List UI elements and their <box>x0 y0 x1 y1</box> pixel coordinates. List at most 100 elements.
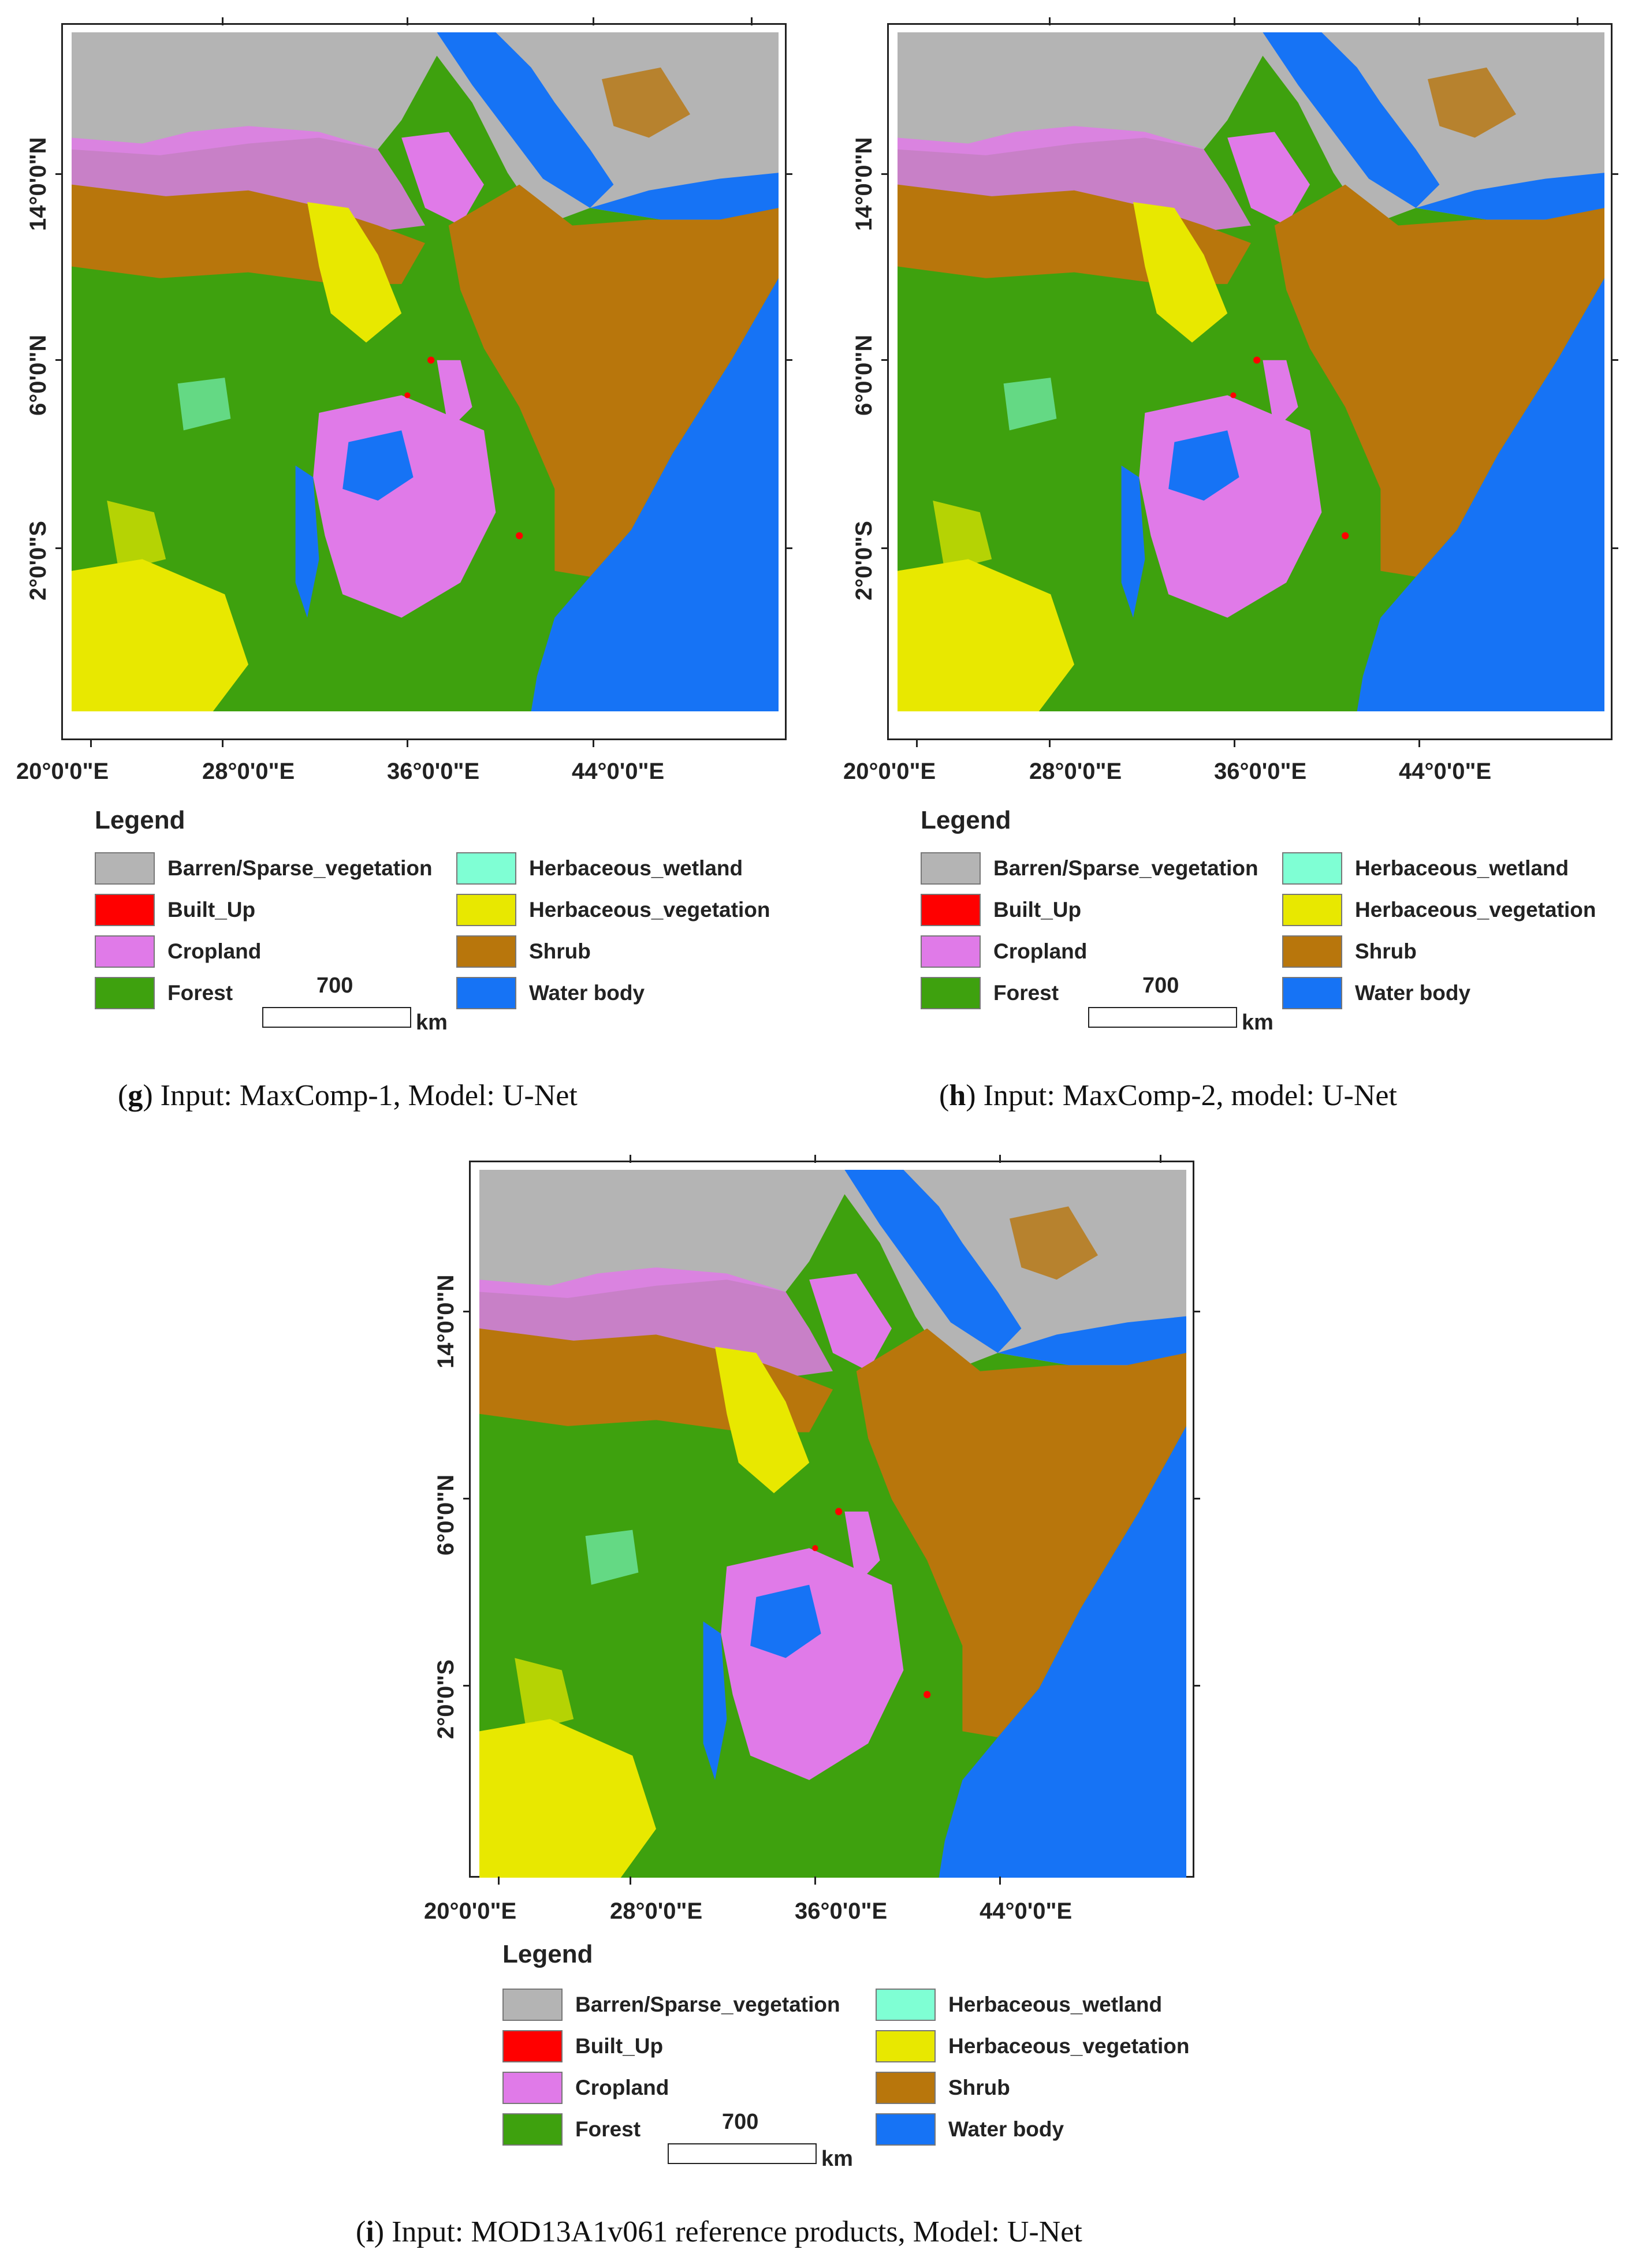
tick <box>1049 17 1051 25</box>
caption-letter: i <box>366 2215 374 2248</box>
legend-swatch <box>456 894 516 926</box>
legend-item: Forest <box>921 977 1059 1009</box>
legend-swatch <box>876 2072 936 2104</box>
scale-bar <box>262 1007 411 1028</box>
legend-title: Legend <box>921 806 1011 834</box>
tick <box>407 739 408 747</box>
legend-label: Herbaceous_vegetation <box>1355 898 1596 922</box>
legend-label: Barren/Sparse_vegetation <box>167 856 433 880</box>
lat-label: 14°0'0"N <box>851 137 877 231</box>
legend-label: Forest <box>993 981 1059 1005</box>
legend-label: Forest <box>167 981 233 1005</box>
tick <box>630 1877 631 1885</box>
legend-title: Legend <box>502 1940 593 1968</box>
tick <box>630 1155 631 1163</box>
tick <box>593 17 594 25</box>
tick <box>463 1498 470 1499</box>
legend-item: Herbaceous_wetland <box>456 852 743 885</box>
legend-swatch <box>502 2072 563 2104</box>
tick <box>55 547 62 549</box>
lat-label: 2°0'0"S <box>25 521 51 600</box>
legend-label: Shrub <box>948 2076 1010 2099</box>
tick <box>1577 17 1578 25</box>
legend-item: Built_Up <box>95 894 255 926</box>
tick <box>881 547 888 549</box>
scale-unit: km <box>1242 1010 1273 1035</box>
lon-label: 20°0'0"E <box>424 1898 517 1924</box>
lon-label: 20°0'0"E <box>843 759 936 784</box>
legend-item: Barren/Sparse_vegetation <box>502 1989 840 2021</box>
legend-swatch <box>921 852 981 885</box>
lon-label: 36°0'0"E <box>387 759 480 784</box>
legend-label: Shrub <box>529 939 591 963</box>
legend-label: Water body <box>948 2117 1064 2141</box>
lat-label: 6°0'0"N <box>851 334 877 416</box>
tick <box>1193 1311 1200 1312</box>
legend-label: Cropland <box>167 939 262 963</box>
caption-text: Input: MOD13A1v061 reference products, M… <box>384 2215 1082 2248</box>
legend-item: Forest <box>95 977 233 1009</box>
tick <box>1611 359 1618 361</box>
legend-item: Herbaceous_vegetation <box>456 894 770 926</box>
legend-swatch <box>876 1989 936 2021</box>
caption-h: (h) Input: MaxComp-2, model: U-Net <box>939 1079 1397 1112</box>
legend-label: Barren/Sparse_vegetation <box>575 1993 840 2016</box>
legend-label: Herbaceous_wetland <box>529 856 743 880</box>
legend-swatch <box>502 2113 563 2146</box>
legend-swatch <box>1282 977 1342 1009</box>
legend-swatch <box>95 935 155 968</box>
legend-item: Built_Up <box>502 2030 663 2062</box>
tick <box>1418 739 1420 747</box>
tick <box>999 1155 1001 1163</box>
lat-label: 2°0'0"S <box>851 521 877 600</box>
tick <box>463 1311 470 1312</box>
scale-value: 700 <box>316 973 353 998</box>
tick <box>593 739 594 747</box>
tick <box>222 17 224 25</box>
tick <box>1611 547 1618 549</box>
legend-item: Cropland <box>95 935 261 968</box>
legend-swatch <box>921 977 981 1009</box>
legend-label: Forest <box>575 2117 641 2141</box>
legend-item: Herbaceous_wetland <box>1282 852 1569 885</box>
scale-bar <box>1088 1007 1237 1028</box>
legend-label: Shrub <box>1355 939 1417 963</box>
lon-label: 36°0'0"E <box>1214 759 1307 784</box>
caption-letter: h <box>949 1079 966 1112</box>
legend-swatch <box>502 1989 563 2021</box>
tick <box>90 739 92 747</box>
tick <box>785 359 792 361</box>
caption-g: (g) Input: MaxComp-1, Model: U-Net <box>118 1079 578 1112</box>
tick <box>785 173 792 175</box>
legend-title: Legend <box>95 806 185 834</box>
lon-label: 44°0'0"E <box>980 1898 1073 1924</box>
tick <box>222 739 224 747</box>
tick <box>55 359 62 361</box>
legend-item: Cropland <box>502 2072 669 2104</box>
tick <box>1234 739 1235 747</box>
tick <box>1193 1685 1200 1687</box>
legend-item: Shrub <box>1282 935 1417 968</box>
legend-item: Herbaceous_vegetation <box>876 2030 1189 2062</box>
legend-item: Shrub <box>876 2072 1010 2104</box>
tick <box>1049 739 1051 747</box>
legend-item: Shrub <box>456 935 591 968</box>
caption-letter: g <box>128 1079 143 1112</box>
legend-swatch <box>456 935 516 968</box>
legend-label: Water body <box>1355 981 1471 1005</box>
legend-item: Barren/Sparse_vegetation <box>921 852 1258 885</box>
land-cover-map-i <box>479 1170 1186 1878</box>
scale-bar <box>668 2143 817 2164</box>
legend-label: Herbaceous_vegetation <box>529 898 770 922</box>
lon-label: 28°0'0"E <box>610 1898 703 1924</box>
legend-item: Barren/Sparse_vegetation <box>95 852 433 885</box>
lat-label: 2°0'0"S <box>433 1659 459 1739</box>
legend-swatch <box>95 977 155 1009</box>
legend-item: Built_Up <box>921 894 1081 926</box>
tick <box>498 1877 500 1885</box>
legend-label: Cropland <box>993 939 1088 963</box>
tick <box>916 739 918 747</box>
tick <box>1193 1498 1200 1499</box>
legend-label: Cropland <box>575 2076 669 2099</box>
legend-label: Barren/Sparse_vegetation <box>993 856 1258 880</box>
